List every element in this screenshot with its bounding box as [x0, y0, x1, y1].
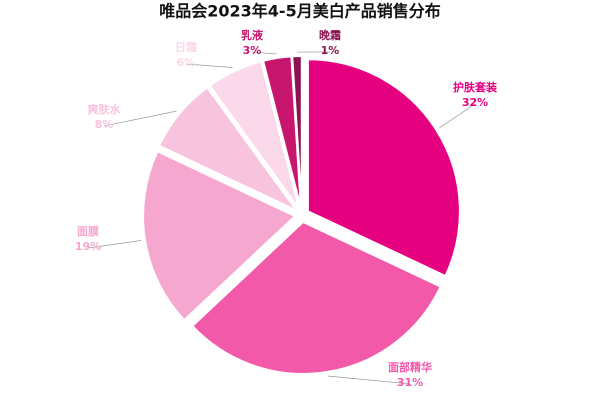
slice-value-label: 19%: [75, 240, 101, 253]
leader-line: [185, 63, 233, 68]
pie-slice: [157, 86, 298, 212]
leader-line: [327, 375, 411, 385]
leader-line: [103, 110, 177, 127]
slice-label: 乳液: [241, 28, 264, 42]
chart-title: 唯品会2023年4-5月美白产品销售分布: [159, 2, 440, 21]
slice-value-label: 31%: [397, 376, 423, 389]
pie-slice: [142, 150, 297, 322]
leader-line: [251, 51, 277, 55]
slice-label: 爽肤水: [88, 102, 122, 116]
slice-value-label: 3%: [243, 44, 262, 57]
pie-slice: [190, 220, 442, 375]
slice-value-label: 1%: [321, 44, 340, 57]
leader-line: [439, 103, 476, 128]
leader-line: [87, 240, 142, 249]
slice-value-label: 8%: [95, 118, 114, 131]
slice-label: 面部精华: [388, 360, 432, 374]
pie-slice: [291, 55, 303, 209]
slice-label: 护肤套装: [453, 80, 497, 94]
slice-label: 晚霜: [319, 28, 341, 42]
slice-label: 面膜: [77, 224, 99, 238]
slice-value-label: 32%: [462, 96, 488, 109]
pie-slice: [208, 60, 300, 210]
slice-value-label: 6%: [177, 56, 196, 69]
slice-label: 日霜: [175, 41, 197, 54]
pie-slice: [306, 58, 461, 278]
